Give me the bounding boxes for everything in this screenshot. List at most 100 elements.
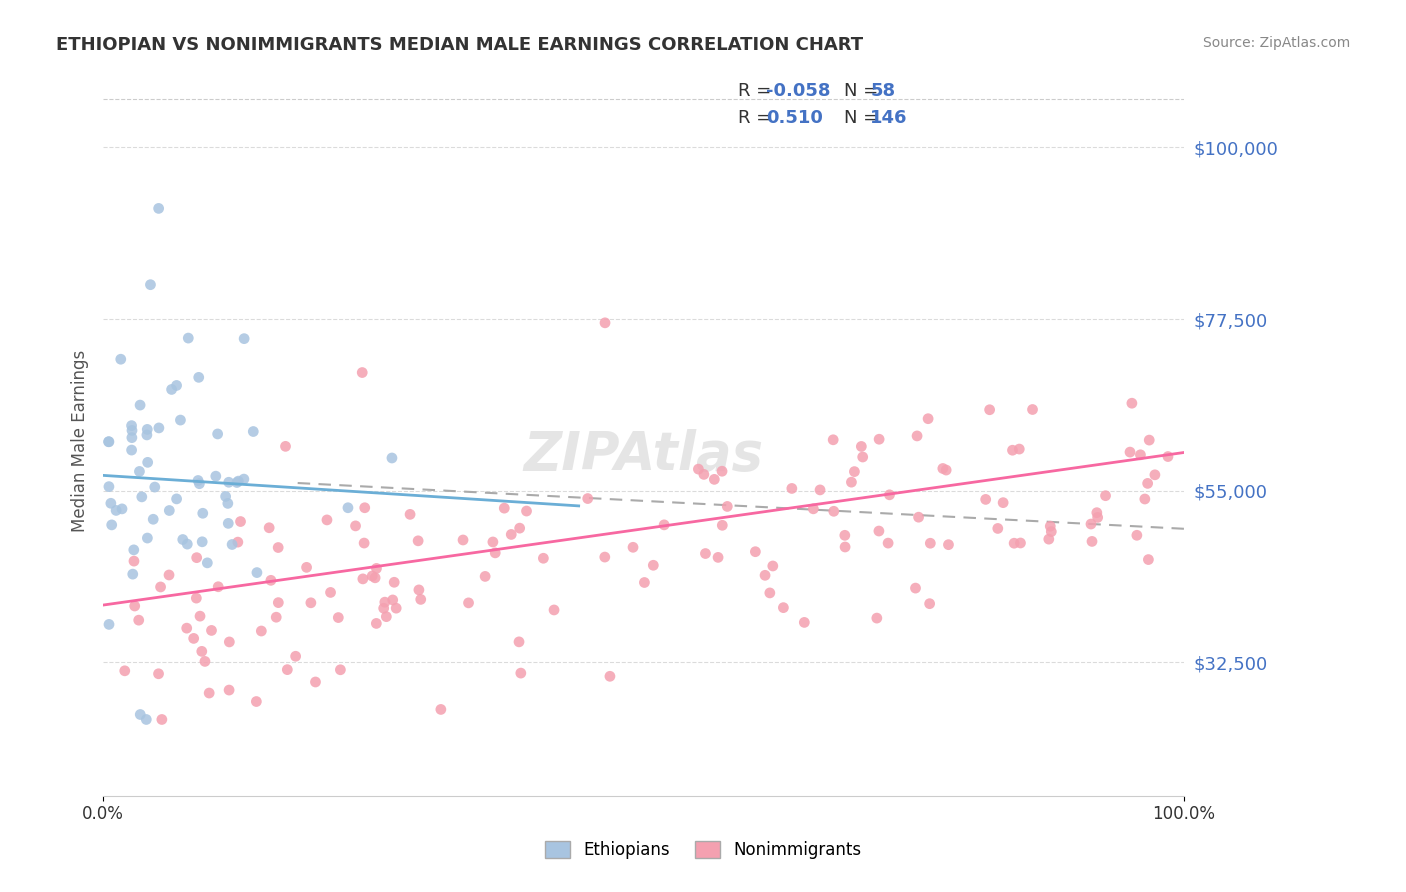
Ethiopians (139, 277, 162, 292)
Nonimmigrants (1137, 552, 1160, 566)
Nonimmigrants (793, 615, 815, 630)
Ethiopians (218, 475, 240, 490)
Nonimmigrants (218, 683, 240, 698)
Nonimmigrants (409, 592, 432, 607)
Nonimmigrants (834, 528, 856, 542)
Nonimmigrants (852, 450, 875, 464)
Nonimmigrants (186, 591, 208, 606)
Nonimmigrants (344, 519, 367, 533)
Ethiopians (100, 517, 122, 532)
Nonimmigrants (366, 616, 388, 631)
Ethiopians (217, 516, 239, 531)
Ethiopians (217, 496, 239, 510)
Nonimmigrants (851, 440, 873, 454)
Ethiopians (105, 503, 128, 517)
Nonimmigrants (1121, 396, 1143, 410)
Nonimmigrants (509, 666, 531, 681)
Text: 0.510: 0.510 (766, 109, 823, 127)
Nonimmigrants (316, 513, 339, 527)
Nonimmigrants (841, 475, 863, 490)
Ethiopians (129, 398, 152, 412)
Ethiopians (336, 500, 359, 515)
Ethiopians (110, 352, 132, 367)
Ethiopians (188, 476, 211, 491)
Nonimmigrants (508, 635, 530, 649)
Nonimmigrants (1119, 445, 1142, 459)
Ethiopians (148, 202, 170, 216)
Nonimmigrants (128, 613, 150, 627)
Ethiopians (172, 533, 194, 547)
Nonimmigrants (274, 439, 297, 453)
Nonimmigrants (353, 500, 375, 515)
Nonimmigrants (304, 675, 326, 690)
Nonimmigrants (226, 535, 249, 549)
Y-axis label: Median Male Earnings: Median Male Earnings (72, 350, 89, 533)
Ethiopians (169, 413, 191, 427)
Nonimmigrants (621, 541, 644, 555)
Nonimmigrants (1080, 516, 1102, 531)
Ethiopians (160, 383, 183, 397)
Ethiopians (136, 455, 159, 469)
Ethiopians (121, 424, 143, 438)
Nonimmigrants (364, 571, 387, 585)
Ethiopians (242, 425, 264, 439)
Nonimmigrants (319, 585, 342, 599)
Nonimmigrants (406, 533, 429, 548)
Nonimmigrants (191, 644, 214, 658)
Nonimmigrants (381, 593, 404, 607)
Nonimmigrants (844, 465, 866, 479)
Ethiopians (111, 501, 134, 516)
Nonimmigrants (114, 664, 136, 678)
Nonimmigrants (484, 546, 506, 560)
Nonimmigrants (366, 561, 388, 575)
Nonimmigrants (474, 569, 496, 583)
Nonimmigrants (703, 472, 725, 486)
Nonimmigrants (299, 596, 322, 610)
Nonimmigrants (482, 535, 505, 549)
Nonimmigrants (183, 632, 205, 646)
Nonimmigrants (1137, 433, 1160, 447)
Nonimmigrants (515, 504, 537, 518)
Ethiopians (381, 450, 404, 465)
Ethiopians (135, 713, 157, 727)
Nonimmigrants (1008, 442, 1031, 456)
Nonimmigrants (352, 572, 374, 586)
Nonimmigrants (907, 510, 929, 524)
Nonimmigrants (385, 601, 408, 615)
Nonimmigrants (652, 517, 675, 532)
Nonimmigrants (823, 433, 845, 447)
Nonimmigrants (920, 536, 942, 550)
Nonimmigrants (707, 550, 730, 565)
Ethiopians (121, 567, 143, 582)
Nonimmigrants (711, 464, 734, 478)
Nonimmigrants (295, 560, 318, 574)
Nonimmigrants (1021, 402, 1043, 417)
Ethiopians (128, 465, 150, 479)
Nonimmigrants (1129, 448, 1152, 462)
Text: N =: N = (844, 82, 883, 100)
Nonimmigrants (186, 550, 208, 565)
Ethiopians (129, 707, 152, 722)
Nonimmigrants (1001, 443, 1024, 458)
Nonimmigrants (207, 580, 229, 594)
Nonimmigrants (451, 533, 474, 547)
Nonimmigrants (904, 581, 927, 595)
Text: Source: ZipAtlas.com: Source: ZipAtlas.com (1202, 36, 1350, 50)
Nonimmigrants (834, 540, 856, 554)
Ethiopians (232, 472, 254, 486)
Ethiopians (122, 542, 145, 557)
Ethiopians (226, 475, 249, 490)
Nonimmigrants (695, 547, 717, 561)
Ethiopians (246, 566, 269, 580)
Ethiopians (195, 556, 218, 570)
Nonimmigrants (823, 504, 845, 518)
Ethiopians (187, 370, 209, 384)
Text: 146: 146 (870, 109, 908, 127)
Nonimmigrants (245, 694, 267, 708)
Ethiopians (191, 534, 214, 549)
Ethiopians (166, 491, 188, 506)
Nonimmigrants (198, 686, 221, 700)
Nonimmigrants (494, 501, 516, 516)
Nonimmigrants (633, 575, 655, 590)
Nonimmigrants (188, 609, 211, 624)
